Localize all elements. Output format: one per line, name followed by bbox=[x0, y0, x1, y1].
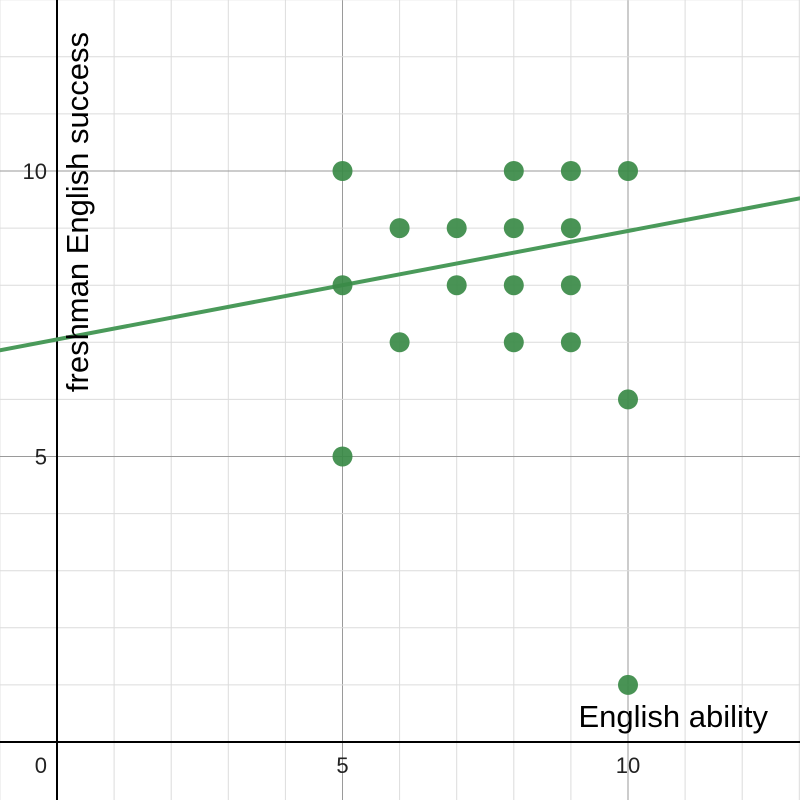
x-tick-label: 5 bbox=[336, 753, 348, 778]
data-point bbox=[560, 275, 581, 296]
data-point bbox=[618, 389, 638, 410]
data-point bbox=[332, 161, 353, 181]
x-tick-label: 0 bbox=[35, 753, 47, 778]
data-point bbox=[389, 332, 410, 353]
y-axis-label: freshman English success bbox=[60, 32, 95, 392]
data-point bbox=[560, 332, 581, 353]
data-point bbox=[446, 218, 467, 239]
data-point bbox=[446, 275, 467, 296]
data-point bbox=[560, 218, 581, 239]
data-point bbox=[618, 161, 638, 181]
data-point bbox=[332, 446, 353, 467]
data-point bbox=[389, 218, 410, 239]
data-point bbox=[503, 275, 524, 296]
data-point bbox=[503, 332, 524, 353]
points-layer bbox=[332, 161, 638, 695]
data-point bbox=[503, 161, 524, 181]
x-axis-label: English ability bbox=[578, 699, 768, 734]
trendline-layer bbox=[0, 196, 800, 353]
y-tick-label: 10 bbox=[23, 159, 47, 184]
tick-labels: 0 5 10 5 10 bbox=[23, 159, 641, 778]
data-point bbox=[503, 218, 524, 239]
data-point bbox=[618, 674, 638, 695]
y-tick-label: 5 bbox=[35, 445, 47, 470]
data-point bbox=[332, 275, 353, 296]
x-tick-label: 10 bbox=[616, 753, 640, 778]
trendline bbox=[0, 196, 800, 353]
data-point bbox=[560, 161, 581, 181]
